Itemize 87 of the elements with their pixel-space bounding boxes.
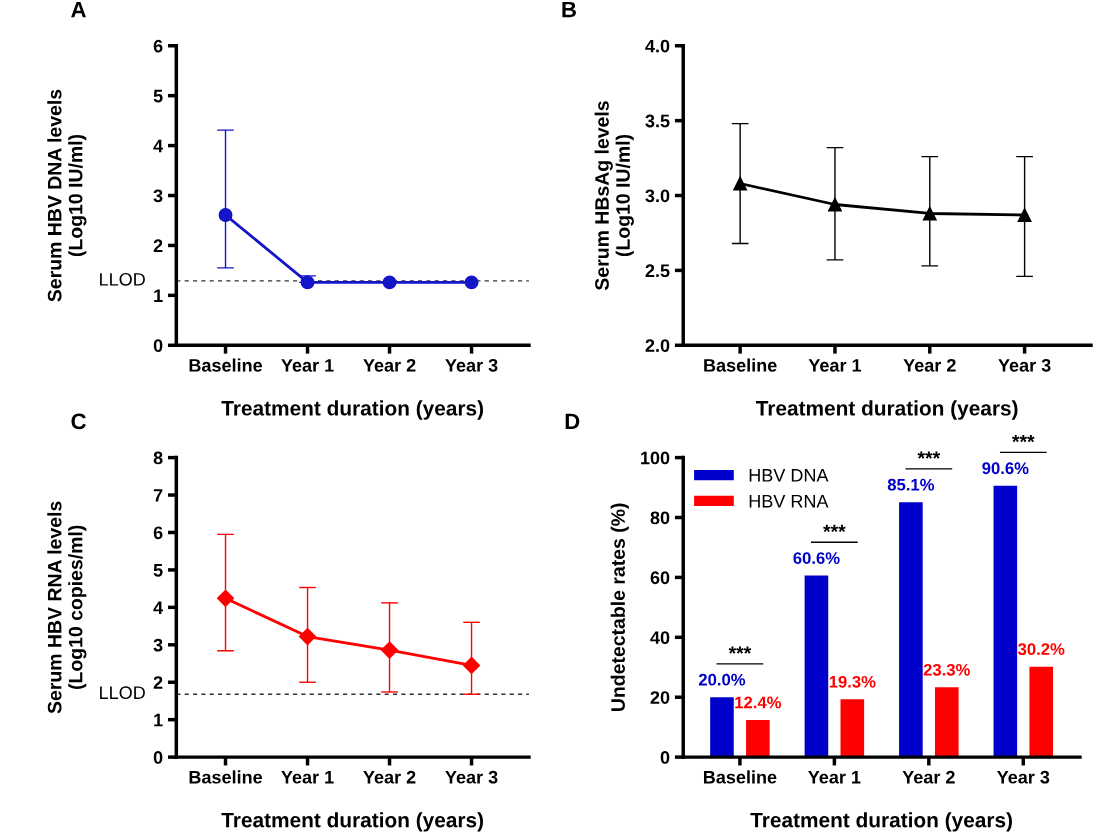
point [463,656,481,674]
x-tick-label: Year 1 [808,770,861,784]
text: *** [1011,435,1035,443]
ref-line-label: LLOD [100,272,145,286]
y-tick-label: 2 [153,676,163,689]
data-label: 20.0% [698,673,746,686]
bar [899,502,923,758]
y-axis-title: Undetectable rates (%) [610,503,629,711]
y-tick-label: 0 [153,751,163,764]
y-tick-label: 3.0 [645,189,670,203]
x-tick-label: Baseline [704,358,777,372]
y-tick-label: 60 [650,571,670,585]
x-tick-label: Baseline [189,358,263,372]
annotation: *** [917,451,941,459]
x-tick-label: Year 3 [445,358,498,372]
y-tick-label: 7 [153,489,163,502]
y-tick-label: 3 [153,638,163,652]
chart-title: B [562,1,576,18]
y-tick-label: 2.5 [645,264,670,278]
bar [710,697,734,758]
y-tick-label: 2.0 [645,339,670,352]
y-tick-label: 2 [153,239,163,252]
point [298,628,317,646]
data-label: 30.2% [1017,643,1065,656]
x-tick-label: Year 2 [363,358,416,372]
x-tick-label: Year 1 [281,359,334,372]
x-tick-label: Year 1 [808,359,862,372]
bar [746,719,770,758]
bar [1029,666,1054,758]
annotation: *** [823,524,846,533]
x-tick-label: Year 3 [445,770,498,784]
annotation: *** [728,646,752,654]
y-tick-label: 0 [153,339,163,352]
x-tick-label: Baseline [703,770,777,784]
data-label: 85.1% [887,478,935,491]
y-tick-label: 8 [153,451,163,465]
chart-title: D [565,413,580,430]
x-tick-label: Year 1 [281,770,334,784]
point [828,197,842,212]
data-label: 23.3% [923,663,970,676]
y-tick-label: 20 [650,691,670,704]
data-label: 19.3% [829,675,876,688]
y-tick-label: 4.0 [645,39,670,53]
chart-title: C [71,413,86,430]
y-tick-label: 3 [153,189,163,203]
y-tick-label: 5 [153,89,163,103]
y-tick-label: 1 [154,289,163,302]
x-axis-title: Treatment duration (years) [755,400,1018,420]
y-tick-label: 4 [153,139,164,153]
x-tick-label: Year 2 [902,770,955,784]
bar [804,575,829,758]
data-label: 12.4% [735,696,782,709]
y-tick-label: 1 [154,713,163,727]
data-label: 60.6% [793,552,840,564]
y-tick-label: 80 [650,511,670,525]
y-tick-label: 3.5 [645,114,670,128]
point [922,206,937,221]
x-axis-title: Treatment duration (years) [221,400,484,420]
y-tick-label: 4 [153,601,164,614]
point [380,641,399,659]
legend-label: HBV RNA [749,494,829,508]
y-axis-title: Serum HBV RNA levels (Log10 copies/ml) [47,501,87,714]
x-axis-title: Treatment duration (years) [221,812,484,832]
bar [840,699,865,758]
y-tick-label: 40 [650,631,670,645]
legend-label: HBV DNA [749,469,829,482]
x-axis-title: Treatment duration (years) [750,812,1012,832]
x-tick-label: Year 2 [903,358,956,372]
chart-title: A [71,1,86,18]
point [1017,208,1032,222]
data-label: 90.6% [982,462,1029,475]
ref-line-label: LLOD [100,686,145,700]
x-tick-label: Year 3 [996,770,1050,784]
bar [993,485,1018,758]
y-tick-label: 5 [153,564,163,577]
y-axis-title: Serum HBsAg levels (Log10 IU/ml) [594,101,634,291]
bar [934,687,959,758]
y-tick-label: 6 [153,39,163,53]
x-tick-label: Year 2 [363,770,416,784]
point [216,589,235,607]
point [733,176,748,191]
y-tick-label: 0 [660,751,670,764]
y-tick-label: 6 [153,526,163,540]
y-axis-title: Serum HBV DNA levels (Log10 IU/ml) [47,89,87,302]
y-tick-label: 100 [641,451,670,465]
x-tick-label: Year 3 [998,358,1051,372]
x-tick-label: Baseline [189,770,263,784]
